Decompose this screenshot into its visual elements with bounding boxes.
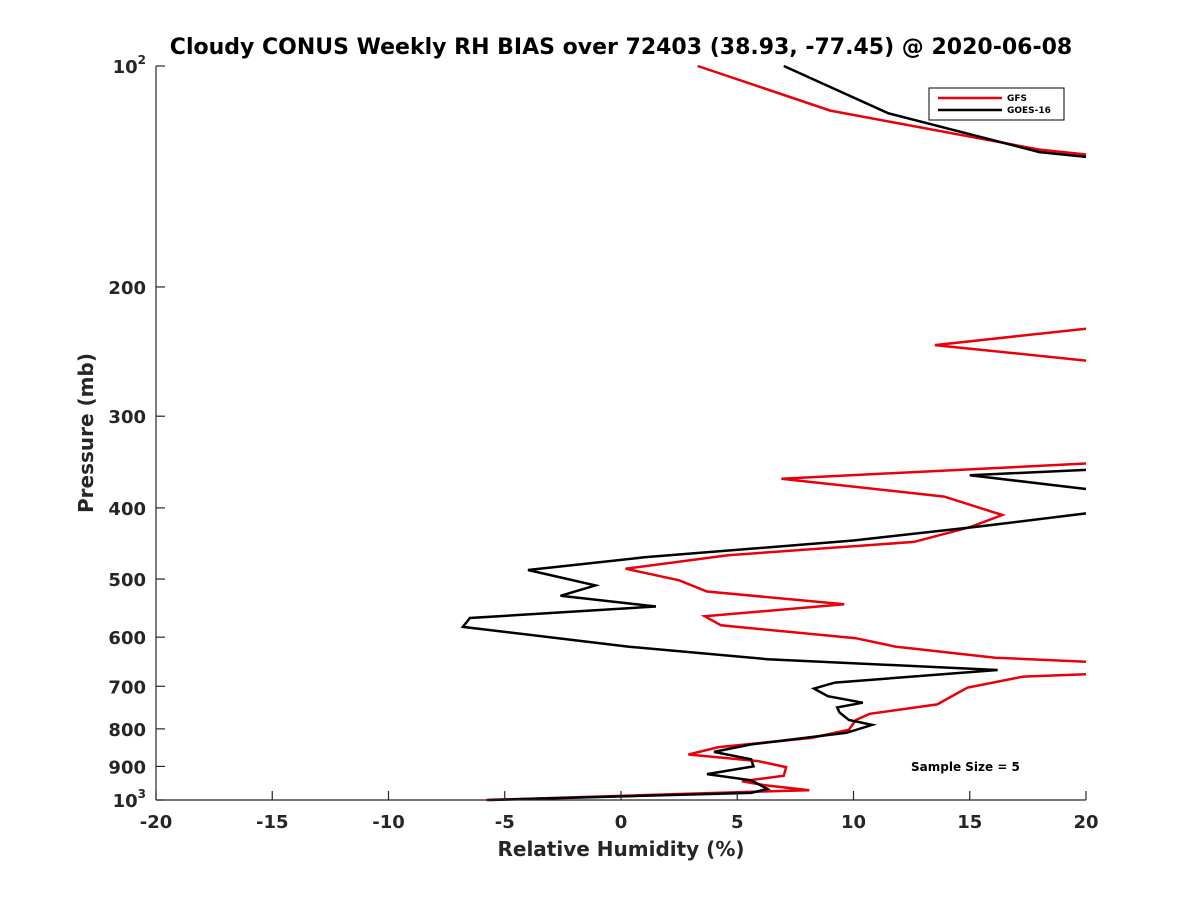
y-tick-base: 200 bbox=[108, 278, 146, 299]
x-tick-label: -15 bbox=[256, 812, 289, 833]
y-tick-label: 200 bbox=[108, 278, 146, 299]
series-layer bbox=[460, 64, 1087, 802]
legend: GFS GOES-16 bbox=[928, 87, 1065, 121]
y-tick-base: 10 bbox=[113, 791, 138, 812]
y-tick-label: 300 bbox=[108, 407, 146, 428]
chart-title: Cloudy CONUS Weekly RH BIAS over 72403 (… bbox=[170, 35, 1072, 60]
y-tick-exponent: 3 bbox=[138, 787, 146, 801]
x-tick-label: 5 bbox=[731, 812, 744, 833]
y-tick-base: 300 bbox=[108, 407, 146, 428]
y-tick-base: 10 bbox=[113, 57, 138, 78]
x-tick-label: -20 bbox=[140, 812, 173, 833]
x-axis-label: Relative Humidity (%) bbox=[497, 837, 744, 861]
y-tick-base: 600 bbox=[108, 628, 146, 649]
y-axis-label: Pressure (mb) bbox=[74, 353, 98, 513]
y-tick-label: 500 bbox=[108, 570, 146, 591]
legend-label-gfs: GFS bbox=[1007, 94, 1027, 104]
series-line-goes16 bbox=[460, 64, 1087, 802]
x-tick-label: 0 bbox=[615, 812, 628, 833]
y-tick-base: 900 bbox=[108, 757, 146, 778]
x-tick-label: -5 bbox=[495, 812, 515, 833]
y-tick-base: 400 bbox=[108, 499, 146, 520]
y-tick-label: 400 bbox=[108, 499, 146, 520]
y-tick-base: 500 bbox=[108, 570, 146, 591]
sample-size-annotation: Sample Size = 5 bbox=[911, 760, 1020, 774]
x-tick-label: -10 bbox=[372, 812, 405, 833]
y-tick-label: 900 bbox=[108, 757, 146, 778]
x-tick-label: 20 bbox=[1073, 812, 1098, 833]
x-tick-label: 10 bbox=[841, 812, 866, 833]
y-tick-base: 700 bbox=[108, 677, 146, 698]
x-tick-label: 15 bbox=[957, 812, 982, 833]
legend-box bbox=[928, 87, 1065, 121]
plot-area bbox=[156, 66, 1086, 800]
series-line-gfs bbox=[486, 64, 1087, 802]
y-tick-label: 600 bbox=[108, 628, 146, 649]
y-tick-label: 800 bbox=[108, 720, 146, 741]
legend-label-goes16: GOES-16 bbox=[1007, 106, 1051, 116]
y-tick-label: 103 bbox=[113, 787, 146, 812]
x-ticks: -20 -15 -10 -5 0 5 10 15 20 bbox=[140, 791, 1099, 833]
y-tick-base: 800 bbox=[108, 720, 146, 741]
y-tick-label: 102 bbox=[113, 53, 146, 78]
y-tick-label: 700 bbox=[108, 677, 146, 698]
y-tick-exponent: 2 bbox=[138, 53, 146, 67]
